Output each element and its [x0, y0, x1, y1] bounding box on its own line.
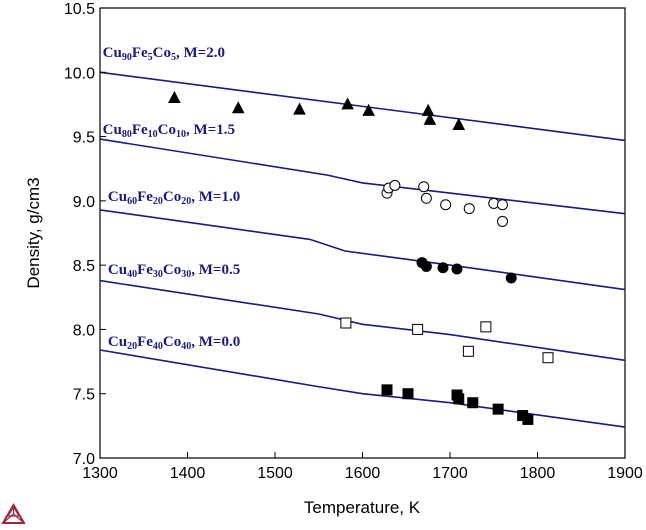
curve-label-1: Cu80Fe10Co10, M=1.5 — [103, 122, 235, 140]
curve-labels: Cu90Fe5Co5, M=2.0 Cu80Fe10Co10, M=1.5 Cu60… — [103, 45, 241, 352]
data-point — [421, 103, 435, 116]
data-point — [420, 192, 432, 204]
data-point — [505, 272, 517, 284]
x-tick-label: 1500 — [257, 465, 293, 482]
data-point — [462, 345, 474, 357]
data-point — [451, 263, 463, 275]
data-point — [341, 97, 354, 110]
plot-frame — [99, 7, 626, 459]
model-curves — [99, 71, 626, 428]
x-axis-ticks: 1300 1400 1500 1600 1700 1800 1900 — [82, 452, 643, 482]
data-point — [168, 90, 181, 103]
data-point — [420, 260, 432, 272]
data-point — [418, 181, 430, 193]
data-point — [480, 321, 492, 333]
model-curve-4 — [99, 349, 626, 428]
y-tick-label: 7.0 — [73, 451, 95, 468]
data-point — [293, 102, 306, 115]
data-point — [362, 103, 375, 116]
data-point — [467, 397, 479, 409]
x-tick-label: 1700 — [432, 465, 468, 482]
y-tick-label: 9.0 — [73, 194, 95, 211]
data-point — [389, 179, 401, 191]
data-point — [522, 413, 534, 425]
y-axis-ticks: 7.0 7.5 8.0 8.5 9.0 9.5 10.0 10.5 — [64, 1, 106, 468]
experimental-points — [168, 90, 554, 425]
y-tick-label: 10.5 — [64, 1, 95, 18]
data-point — [412, 323, 424, 335]
x-axis-label: Temperature, K — [304, 498, 421, 517]
model-curve-2 — [99, 209, 626, 291]
y-axis-label: Density, g/cm3 — [24, 177, 43, 288]
data-point — [497, 199, 508, 211]
data-point — [381, 384, 393, 396]
curve-label-0: Cu90Fe5Co5, M=2.0 — [103, 45, 225, 63]
data-point — [492, 403, 504, 415]
data-point — [453, 393, 465, 405]
x-tick-label: 1300 — [82, 465, 118, 482]
curve-label-4: Cu20Fe40Co40, M=0.0 — [108, 334, 240, 352]
data-point — [437, 262, 449, 274]
data-point — [340, 317, 352, 329]
data-point — [440, 199, 452, 211]
x-tick-label: 1600 — [345, 465, 381, 482]
y-tick-label: 10.0 — [64, 65, 95, 82]
model-curve-0 — [99, 71, 626, 142]
y-tick-label: 8.5 — [73, 258, 95, 275]
data-point — [497, 215, 508, 227]
y-tick-label: 7.5 — [73, 387, 95, 404]
y-tick-label: 9.5 — [73, 130, 95, 147]
x-tick-label: 1900 — [607, 465, 643, 482]
y-tick-label: 8.0 — [73, 322, 95, 339]
model-curve-3 — [99, 279, 626, 362]
data-point — [402, 388, 414, 400]
data-point — [423, 112, 437, 125]
x-tick-label: 1400 — [170, 465, 206, 482]
x-tick-label: 1800 — [520, 465, 556, 482]
curve-label-2: Cu60Fe20Co20, M=1.0 — [108, 189, 240, 207]
data-point — [463, 203, 475, 215]
data-point — [231, 101, 245, 114]
curve-label-3: Cu40Fe30Co30, M=0.5 — [108, 262, 240, 280]
thermocalc-triangle-logo — [1, 503, 26, 524]
model-curve-1 — [99, 138, 626, 215]
data-point — [452, 117, 466, 130]
data-point — [542, 352, 554, 364]
